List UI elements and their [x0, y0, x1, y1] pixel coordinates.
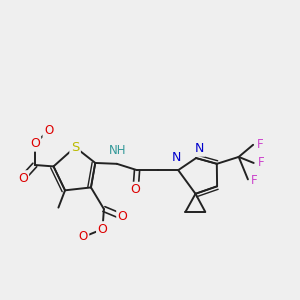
Text: O: O	[44, 124, 53, 137]
Text: O: O	[78, 230, 88, 244]
Text: F: F	[258, 156, 264, 169]
Text: NH: NH	[109, 145, 127, 158]
Text: O: O	[118, 210, 128, 223]
Text: O: O	[18, 172, 28, 185]
Text: S: S	[71, 141, 79, 154]
Text: N: N	[172, 151, 182, 164]
Text: F: F	[257, 138, 264, 151]
Text: O: O	[30, 137, 40, 150]
Text: O: O	[131, 183, 140, 196]
Text: N: N	[195, 142, 204, 155]
Text: O: O	[98, 223, 107, 236]
Text: F: F	[251, 174, 257, 187]
